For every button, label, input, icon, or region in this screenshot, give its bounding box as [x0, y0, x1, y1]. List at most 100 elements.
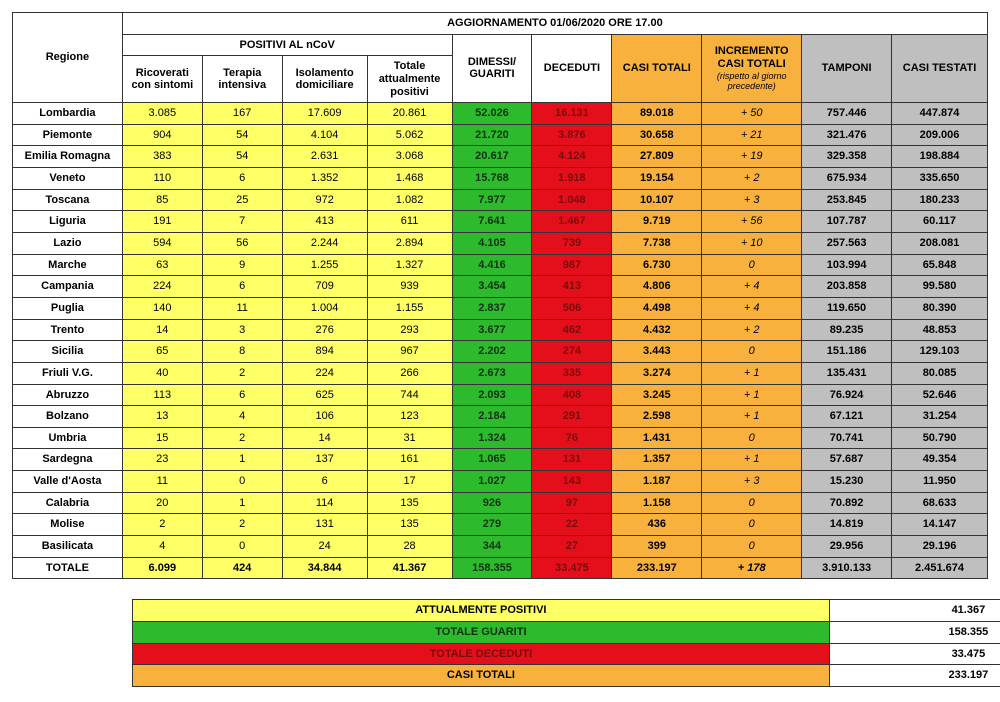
cell-totale-positivi: 744 — [367, 384, 452, 406]
cell-totale-positivi: 28 — [367, 536, 452, 558]
cell-guariti: 4.105 — [452, 233, 532, 255]
cell-tamponi: 89.235 — [802, 319, 892, 341]
cell-deceduti: 739 — [532, 233, 612, 255]
header-incremento-label: INCREMENTO CASI TOTALI — [715, 45, 789, 70]
table-row: Valle d'Aosta 11 0 6 17 1.027 143 1.187 … — [13, 471, 988, 493]
cell-tamponi: 76.924 — [802, 384, 892, 406]
cell-deceduti: 506 — [532, 297, 612, 319]
header-regione: Regione — [13, 13, 123, 103]
cell-totale-positivi: 17 — [367, 471, 452, 493]
cell-ricoverati: 191 — [122, 211, 202, 233]
cell-totale-positivi: 135 — [367, 514, 452, 536]
cell-terapia: 25 — [202, 189, 282, 211]
cell-isolamento: 972 — [282, 189, 367, 211]
cell-deceduti: 97 — [532, 492, 612, 514]
cell-testati: 48.853 — [892, 319, 988, 341]
cell-ricoverati: 224 — [122, 276, 202, 298]
cell-totale-positivi: 939 — [367, 276, 452, 298]
cell-terapia: 2 — [202, 362, 282, 384]
summary-positivi-val: 41.367 — [829, 600, 1000, 622]
cell-incremento: + 1 — [702, 362, 802, 384]
cell-regione: Toscana — [13, 189, 123, 211]
header-totale-positivi: Totale attualmente positivi — [367, 56, 452, 103]
table-row: Bolzano 13 4 106 123 2.184 291 2.598 + 1… — [13, 406, 988, 428]
cell-terapia: 54 — [202, 124, 282, 146]
table-row: Lazio 594 56 2.244 2.894 4.105 739 7.738… — [13, 233, 988, 255]
cell-guariti: 1.324 — [452, 427, 532, 449]
cell-tamponi: 107.787 — [802, 211, 892, 233]
cell-deceduti: 3.876 — [532, 124, 612, 146]
table-row: Sardegna 23 1 137 161 1.065 131 1.357 + … — [13, 449, 988, 471]
cell-incremento: + 1 — [702, 449, 802, 471]
cell-ricoverati: 2 — [122, 514, 202, 536]
cell-totale-positivi: 967 — [367, 341, 452, 363]
cell-ricoverati: 594 — [122, 233, 202, 255]
cell-guariti: 1.027 — [452, 471, 532, 493]
table-row: Lombardia 3.085 167 17.609 20.861 52.026… — [13, 103, 988, 125]
table-row: Campania 224 6 709 939 3.454 413 4.806 +… — [13, 276, 988, 298]
cell-guariti: 21.720 — [452, 124, 532, 146]
cell-totale-positivi: 3.068 — [367, 146, 452, 168]
cell-deceduti: 408 — [532, 384, 612, 406]
cell-terapia: 11 — [202, 297, 282, 319]
cell-totale-positivi: 41.367 — [367, 557, 452, 579]
cell-casi-totali: 10.107 — [612, 189, 702, 211]
cell-isolamento: 6 — [282, 471, 367, 493]
table-row: TOTALE 6.099 424 34.844 41.367 158.355 3… — [13, 557, 988, 579]
cell-guariti: 4.416 — [452, 254, 532, 276]
cell-testati: 52.646 — [892, 384, 988, 406]
cell-terapia: 9 — [202, 254, 282, 276]
cell-casi-totali: 3.443 — [612, 341, 702, 363]
cell-deceduti: 4.124 — [532, 146, 612, 168]
summary-guariti-val: 158.355 — [829, 621, 1000, 643]
cell-guariti: 3.677 — [452, 319, 532, 341]
cell-casi-totali: 3.274 — [612, 362, 702, 384]
cell-incremento: 0 — [702, 427, 802, 449]
cell-testati: 198.884 — [892, 146, 988, 168]
cell-isolamento: 4.104 — [282, 124, 367, 146]
cell-testati: 60.117 — [892, 211, 988, 233]
cell-regione: Lombardia — [13, 103, 123, 125]
cell-guariti: 926 — [452, 492, 532, 514]
cell-totale-positivi: 266 — [367, 362, 452, 384]
table-row: Liguria 191 7 413 611 7.641 1.467 9.719 … — [13, 211, 988, 233]
cell-casi-totali: 89.018 — [612, 103, 702, 125]
cell-incremento: + 3 — [702, 471, 802, 493]
cell-regione: Piemonte — [13, 124, 123, 146]
cell-casi-totali: 399 — [612, 536, 702, 558]
summary-deceduti-label: TOTALE DECEDUTI — [133, 643, 830, 665]
cell-testati: 208.081 — [892, 233, 988, 255]
cell-deceduti: 987 — [532, 254, 612, 276]
cell-terapia: 6 — [202, 168, 282, 190]
cell-terapia: 2 — [202, 514, 282, 536]
cell-isolamento: 114 — [282, 492, 367, 514]
cell-ricoverati: 63 — [122, 254, 202, 276]
cell-ricoverati: 904 — [122, 124, 202, 146]
cell-totale-positivi: 611 — [367, 211, 452, 233]
cell-testati: 447.874 — [892, 103, 988, 125]
cell-incremento: + 2 — [702, 319, 802, 341]
cell-deceduti: 413 — [532, 276, 612, 298]
cell-casi-totali: 1.158 — [612, 492, 702, 514]
cell-terapia: 0 — [202, 536, 282, 558]
cell-incremento: + 1 — [702, 384, 802, 406]
cell-testati: 180.233 — [892, 189, 988, 211]
cell-deceduti: 27 — [532, 536, 612, 558]
cell-isolamento: 1.352 — [282, 168, 367, 190]
cell-guariti: 2.837 — [452, 297, 532, 319]
cell-incremento: 0 — [702, 514, 802, 536]
cell-ricoverati: 6.099 — [122, 557, 202, 579]
cell-testati: 80.085 — [892, 362, 988, 384]
cell-testati: 31.254 — [892, 406, 988, 428]
cell-totale-positivi: 161 — [367, 449, 452, 471]
cell-terapia: 8 — [202, 341, 282, 363]
cell-isolamento: 2.244 — [282, 233, 367, 255]
cell-terapia: 1 — [202, 449, 282, 471]
cell-terapia: 2 — [202, 427, 282, 449]
cell-casi-totali: 1.357 — [612, 449, 702, 471]
cell-deceduti: 335 — [532, 362, 612, 384]
table-row: Veneto 110 6 1.352 1.468 15.768 1.918 19… — [13, 168, 988, 190]
cell-tamponi: 675.934 — [802, 168, 892, 190]
summary-casi-label: CASI TOTALI — [133, 665, 830, 687]
cell-regione: Puglia — [13, 297, 123, 319]
